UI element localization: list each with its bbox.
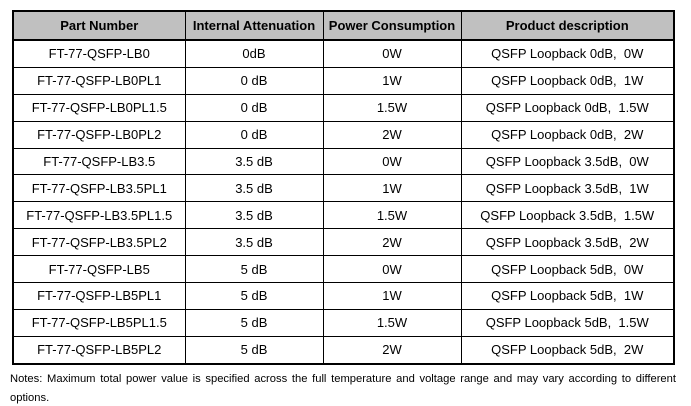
table-row: FT-77-QSFP-LB0 0dB 0W QSFP Loopback 0dB,… (12, 39, 675, 68)
part-number-cell: FT-77-QSFP-LB3.5PL2 (12, 228, 186, 257)
power-cell: 2W (322, 120, 462, 149)
part-number-cell: FT-77-QSFP-LB3.5PL1.5 (12, 201, 186, 230)
description-cell: QSFP Loopback 5dB, 2W (460, 335, 675, 365)
attenuation-cell: 5 dB (184, 308, 324, 337)
description-cell: QSFP Loopback 5dB, 0W (460, 255, 675, 284)
power-cell: 2W (322, 335, 462, 365)
table-header-row: Part Number Internal Attenuation Power C… (12, 10, 675, 41)
description-cell: QSFP Loopback 0dB, 1.5W (460, 93, 675, 122)
table-row: FT-77-QSFP-LB3.5PL1.5 3.5 dB 1.5W QSFP L… (12, 201, 675, 230)
description-cell: QSFP Loopback 0dB, 0W (460, 39, 675, 68)
column-header-part-number: Part Number (12, 10, 186, 41)
attenuation-cell: 3.5 dB (184, 201, 324, 230)
table-row: FT-77-QSFP-LB0PL1.5 0 dB 1.5W QSFP Loopb… (12, 93, 675, 122)
part-number-cell: FT-77-QSFP-LB0PL1.5 (12, 93, 186, 122)
table-row: FT-77-QSFP-LB5 5 dB 0W QSFP Loopback 5dB… (12, 255, 675, 284)
description-cell: QSFP Loopback 0dB, 1W (460, 66, 675, 95)
part-number-cell: FT-77-QSFP-LB0 (12, 39, 186, 68)
part-number-cell: FT-77-QSFP-LB0PL2 (12, 120, 186, 149)
power-cell: 1W (322, 174, 462, 203)
table-row: FT-77-QSFP-LB3.5PL1 3.5 dB 1W QSFP Loopb… (12, 174, 675, 203)
power-cell: 1.5W (322, 93, 462, 122)
table-row: FT-77-QSFP-LB3.5 3.5 dB 0W QSFP Loopback… (12, 147, 675, 176)
attenuation-cell: 5 dB (184, 335, 324, 365)
attenuation-cell: 3.5 dB (184, 174, 324, 203)
column-header-power-consumption: Power Consumption (322, 10, 462, 41)
table-row: FT-77-QSFP-LB5PL2 5 dB 2W QSFP Loopback … (12, 335, 675, 365)
description-cell: QSFP Loopback 3.5dB, 1W (460, 174, 675, 203)
description-cell: QSFP Loopback 3.5dB, 2W (460, 228, 675, 257)
description-cell: QSFP Loopback 3.5dB, 0W (460, 147, 675, 176)
table-row: FT-77-QSFP-LB0PL2 0 dB 2W QSFP Loopback … (12, 120, 675, 149)
power-cell: 0W (322, 255, 462, 284)
description-cell: QSFP Loopback 5dB, 1.5W (460, 308, 675, 337)
attenuation-cell: 3.5 dB (184, 228, 324, 257)
attenuation-cell: 0 dB (184, 66, 324, 95)
attenuation-cell: 5 dB (184, 282, 324, 310)
column-header-internal-attenuation: Internal Attenuation (184, 10, 324, 41)
notes-text: Notes: Maximum total power value is spec… (10, 372, 676, 404)
power-cell: 0W (322, 39, 462, 68)
table-row: FT-77-QSFP-LB5PL1 5 dB 1W QSFP Loopback … (12, 282, 675, 310)
table-row: FT-77-QSFP-LB0PL1 0 dB 1W QSFP Loopback … (12, 66, 675, 95)
attenuation-cell: 3.5 dB (184, 147, 324, 176)
power-cell: 1.5W (322, 308, 462, 337)
description-cell: QSFP Loopback 5dB, 1W (460, 282, 675, 310)
description-cell: QSFP Loopback 0dB, 2W (460, 120, 675, 149)
column-header-product-description: Product description (460, 10, 675, 41)
description-cell: QSFP Loopback 3.5dB, 1.5W (460, 201, 675, 230)
part-number-cell: FT-77-QSFP-LB3.5 (12, 147, 186, 176)
power-cell: 1.5W (322, 201, 462, 230)
table-row: FT-77-QSFP-LB5PL1.5 5 dB 1.5W QSFP Loopb… (12, 308, 675, 337)
attenuation-cell: 0 dB (184, 120, 324, 149)
part-number-cell: FT-77-QSFP-LB5 (12, 255, 186, 284)
power-cell: 0W (322, 147, 462, 176)
table-body: FT-77-QSFP-LB0 0dB 0W QSFP Loopback 0dB,… (12, 39, 675, 365)
part-number-cell: FT-77-QSFP-LB0PL1 (12, 66, 186, 95)
part-number-cell: FT-77-QSFP-LB5PL1.5 (12, 308, 186, 337)
power-cell: 1W (322, 66, 462, 95)
table-row: FT-77-QSFP-LB3.5PL2 3.5 dB 2W QSFP Loopb… (12, 228, 675, 257)
attenuation-cell: 0 dB (184, 93, 324, 122)
attenuation-cell: 0dB (184, 39, 324, 68)
product-table: Part Number Internal Attenuation Power C… (12, 10, 675, 365)
attenuation-cell: 5 dB (184, 255, 324, 284)
part-number-cell: FT-77-QSFP-LB5PL1 (12, 282, 186, 310)
power-cell: 2W (322, 228, 462, 257)
part-number-cell: FT-77-QSFP-LB3.5PL1 (12, 174, 186, 203)
part-number-cell: FT-77-QSFP-LB5PL2 (12, 335, 186, 365)
power-cell: 1W (322, 282, 462, 310)
